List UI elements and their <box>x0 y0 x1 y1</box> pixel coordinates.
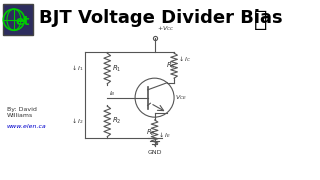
Text: $R_C$: $R_C$ <box>166 60 176 71</box>
Text: $\downarrow I_1$: $\downarrow I_1$ <box>70 64 84 73</box>
Text: 🐂: 🐂 <box>254 10 267 30</box>
Text: $\downarrow I_E$: $\downarrow I_E$ <box>157 130 172 140</box>
Text: $V_{CE}$: $V_{CE}$ <box>175 93 188 102</box>
Text: BJT Voltage Divider Bias: BJT Voltage Divider Bias <box>39 9 283 27</box>
Text: $R_E$: $R_E$ <box>146 127 156 138</box>
Text: $\downarrow I_C$: $\downarrow I_C$ <box>177 55 191 64</box>
Text: $R_2$: $R_2$ <box>112 116 122 126</box>
Text: By: David
Williams: By: David Williams <box>7 107 37 118</box>
Text: $+V_{CC}$: $+V_{CC}$ <box>157 24 174 33</box>
Text: GND: GND <box>147 150 162 155</box>
Text: $\downarrow I_2$: $\downarrow I_2$ <box>70 116 84 126</box>
Text: $R_1$: $R_1$ <box>112 63 122 73</box>
FancyBboxPatch shape <box>3 4 33 35</box>
Text: $I_B$: $I_B$ <box>108 89 115 98</box>
Text: www.elen.ca: www.elen.ca <box>7 124 47 129</box>
Text: et: et <box>15 15 29 28</box>
